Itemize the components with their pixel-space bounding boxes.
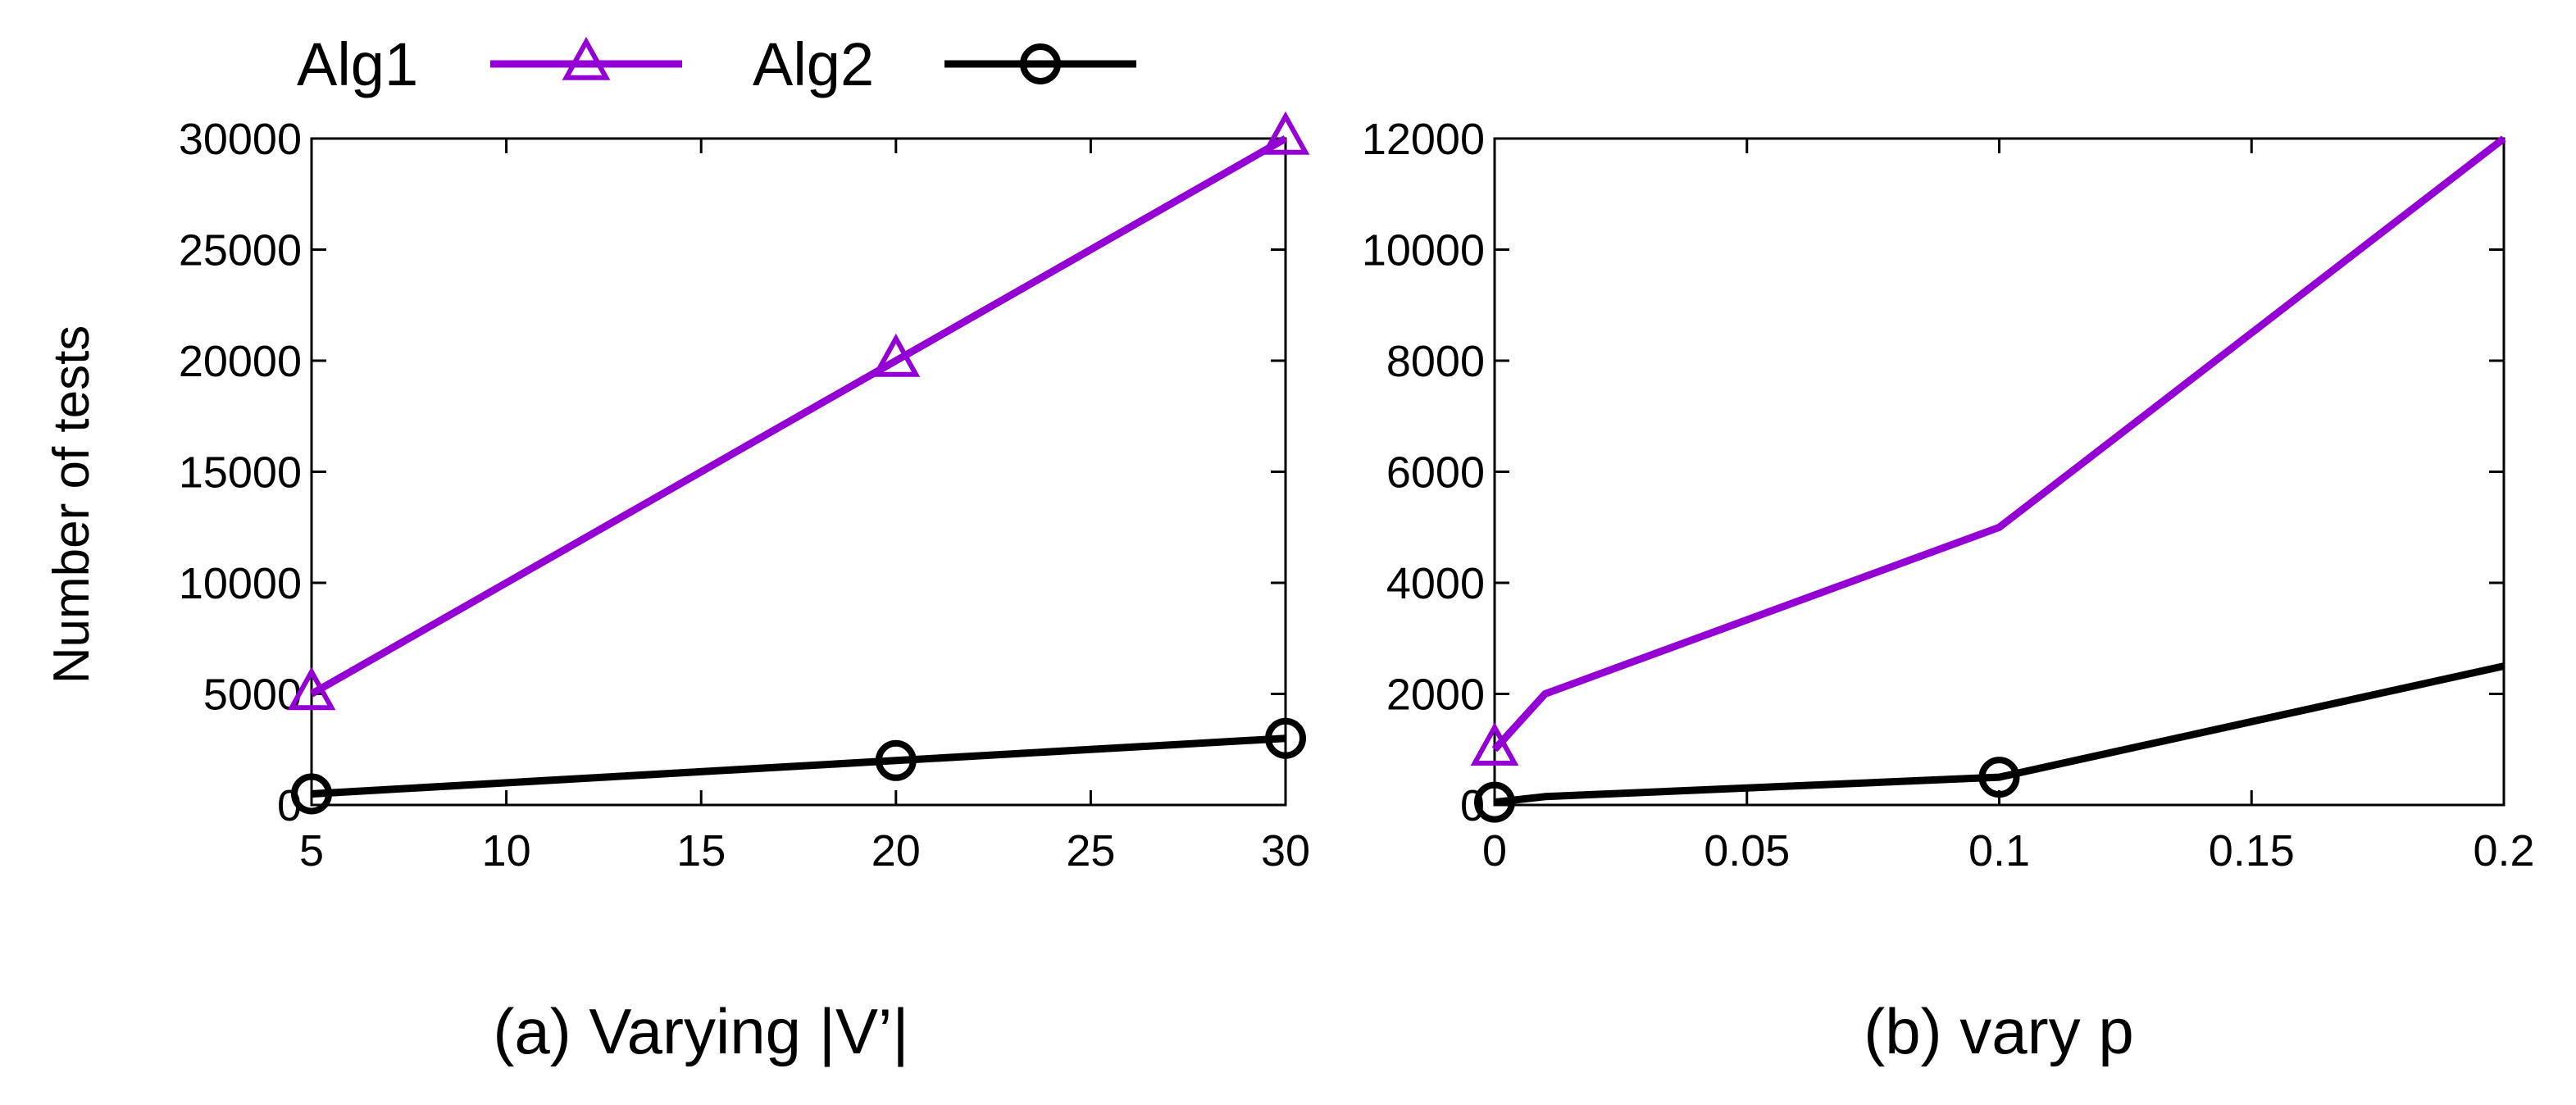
y-tick-label: 6000 — [1386, 448, 1485, 498]
x-tick-label: 0.05 — [1704, 826, 1790, 875]
data-point-alg2 — [1265, 717, 1306, 759]
data-point-alg1 — [1261, 111, 1310, 155]
x-tick-label: 0 — [1482, 826, 1507, 875]
x-tick-label: 25 — [1066, 826, 1115, 875]
legend: Alg1 Alg2 — [297, 30, 1136, 98]
y-tick-label: 25000 — [179, 226, 302, 275]
series-line-alg1 — [1491, 135, 2506, 753]
data-point-alg1 — [287, 666, 336, 711]
y-tick-label: 2000 — [1386, 671, 1485, 720]
y-tick-label: 30000 — [179, 115, 302, 164]
legend-label-alg1: Alg1 — [297, 30, 418, 98]
x-tick-label: 20 — [872, 826, 921, 875]
x-tick-label: 30 — [1261, 826, 1310, 875]
series-line-alg1 — [309, 135, 1288, 698]
series-line-alg2 — [1494, 662, 2505, 807]
y-tick-label: 15000 — [179, 448, 302, 498]
y-tick-label: 4000 — [1386, 559, 1485, 608]
legend-label-alg2: Alg2 — [753, 30, 874, 98]
x-tick-label: 10 — [482, 826, 531, 875]
panel-caption: (a) Varying |V’| — [493, 995, 908, 1067]
data-point-alg1 — [1470, 722, 1519, 766]
y-tick-label: 12000 — [1362, 115, 1485, 164]
series-line-alg2 — [311, 734, 1286, 798]
y-tick-label: 8000 — [1386, 337, 1485, 386]
x-tick-label: 15 — [676, 826, 726, 875]
x-tick-label: 5 — [299, 826, 324, 875]
y-tick-label: 10000 — [1362, 226, 1485, 275]
data-point-alg1 — [872, 333, 921, 377]
data-point-alg2 — [875, 739, 917, 781]
x-tick-label: 0.2 — [2473, 826, 2534, 875]
panel-caption: (b) vary p — [1864, 995, 2133, 1067]
x-tick-label: 0.15 — [2209, 826, 2295, 875]
y-tick-label: 20000 — [179, 337, 302, 386]
x-tick-label: 0.1 — [1968, 826, 2030, 875]
y-tick-label: 5000 — [203, 671, 302, 720]
y-axis-title: Number of tests — [43, 325, 100, 684]
y-tick-label: 10000 — [179, 559, 302, 608]
data-point-alg2 — [1474, 781, 1515, 823]
data-point-alg2 — [291, 773, 332, 815]
plot-frame — [1493, 137, 2505, 807]
legend-marker-alg2 — [1020, 43, 1061, 84]
data-point-alg2 — [1978, 757, 2020, 798]
plot-frame — [310, 137, 1287, 807]
legend-marker-alg1 — [562, 36, 611, 80]
